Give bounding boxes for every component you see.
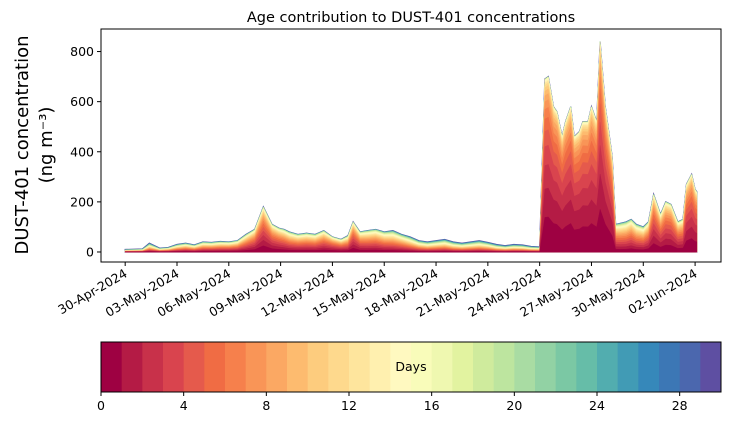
colorbar-swatch [163, 342, 185, 392]
colorbar-swatch [204, 342, 226, 392]
chart-title: Age contribution to DUST-401 concentrati… [247, 10, 575, 26]
colorbar-tick-label: 16 [424, 398, 440, 413]
colorbar-swatch [142, 342, 164, 392]
colorbar-swatch [183, 342, 205, 392]
y-axis-label-line1: DUST-401 concentration [12, 35, 33, 254]
colorbar-swatch [369, 342, 391, 392]
stacked-area-layers [124, 41, 698, 253]
colorbar [101, 342, 722, 392]
y-axis-label: DUST-401 concentration (ng m⁻³) [12, 35, 57, 254]
colorbar-swatch [121, 342, 143, 392]
colorbar-swatch [328, 342, 350, 392]
colorbar-swatch [266, 342, 288, 392]
colorbar-tick-label: 4 [180, 398, 188, 413]
colorbar-swatch [659, 342, 681, 392]
colorbar-swatch [101, 342, 123, 392]
colorbar-label: Days [395, 359, 426, 374]
colorbar-tick-label: 12 [341, 398, 357, 413]
colorbar-tick-label: 0 [97, 398, 105, 413]
colorbar-swatch [638, 342, 660, 392]
x-axis: 30-Apr-202403-May-202406-May-202409-May-… [55, 262, 700, 320]
colorbar-swatch [679, 342, 701, 392]
colorbar-swatch [287, 342, 309, 392]
colorbar-swatch [431, 342, 453, 392]
colorbar-swatch [535, 342, 557, 392]
colorbar-swatch [307, 342, 329, 392]
colorbar-tick-label: 8 [262, 398, 270, 413]
colorbar-swatch [411, 342, 433, 392]
colorbar-swatch [452, 342, 474, 392]
y-axis-label-line2: (ng m⁻³) [36, 107, 57, 184]
colorbar-tick-label: 20 [506, 398, 522, 413]
y-tick-label: 600 [70, 94, 94, 109]
colorbar-swatch [390, 342, 412, 392]
y-tick-label: 0 [86, 244, 94, 259]
colorbar-swatch [349, 342, 371, 392]
y-tick-label: 800 [70, 44, 94, 59]
y-tick-label: 400 [70, 144, 94, 159]
colorbar-tick-label: 24 [589, 398, 605, 413]
colorbar-swatch [555, 342, 577, 392]
colorbar-swatch [597, 342, 619, 392]
y-tick-label: 200 [70, 194, 94, 209]
colorbar-swatch [473, 342, 495, 392]
colorbar-swatch [493, 342, 515, 392]
colorbar-swatch [576, 342, 598, 392]
age-layer-0 [124, 208, 698, 253]
colorbar-swatch [514, 342, 536, 392]
colorbar-swatch [700, 342, 722, 392]
y-axis: 0 200 400 600 800 [70, 44, 101, 259]
colorbar-frame [100, 341, 722, 393]
colorbar-swatch [617, 342, 639, 392]
colorbar-swatch [245, 342, 267, 392]
colorbar-swatch [225, 342, 247, 392]
plot-frame [100, 28, 722, 263]
colorbar-tick-label: 28 [672, 398, 688, 413]
colorbar-axis: 0 4 8 12 16 20 24 28 [97, 392, 688, 413]
